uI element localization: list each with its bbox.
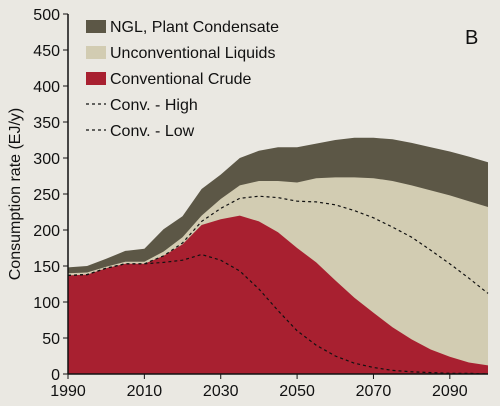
x-tick-label: 2070 (356, 383, 392, 400)
legend-swatch (86, 72, 106, 85)
y-tick-label: 350 (33, 115, 60, 132)
y-tick-label: 450 (33, 43, 60, 60)
y-tick-label: 50 (42, 331, 60, 348)
y-tick-label: 250 (33, 187, 60, 204)
area-conventional-crude (68, 215, 488, 374)
y-tick-label: 500 (33, 7, 60, 24)
x-tick-label: 2050 (279, 383, 315, 400)
x-tick-label: 2090 (432, 383, 468, 400)
y-tick-label: 0 (51, 367, 60, 384)
y-tick-label: 300 (33, 151, 60, 168)
y-tick-label: 100 (33, 295, 60, 312)
stacked-areas (68, 137, 488, 374)
y-tick-label: 150 (33, 259, 60, 276)
y-tick-label: 200 (33, 223, 60, 240)
tick-labels: 0 50 100 150 200 250 300 350 400 450 500 1990 2010 20… (33, 7, 467, 400)
axes (63, 13, 488, 379)
x-tick-label: 1990 (50, 383, 86, 400)
line-conv-low (67, 253, 489, 375)
legend-swatch (86, 20, 106, 33)
legend-swatch (86, 46, 106, 59)
x-tick-label: 2010 (127, 383, 163, 400)
legend: NGL, Plant Condensate Unconventional Liqu… (86, 19, 279, 140)
y-tick-label: 400 (33, 79, 60, 96)
panel-label: B (465, 27, 478, 49)
dashed-lines (67, 195, 489, 375)
legend-label: NGL, Plant Condensate (110, 19, 279, 36)
legend-label: Conv. - Low (110, 123, 195, 140)
y-axis-title: Consumption rate (EJ/y) (7, 108, 24, 281)
legend-label: Conv. - High (110, 97, 198, 114)
legend-label: Conventional Crude (110, 71, 252, 88)
legend-label: Unconventional Liquids (110, 45, 275, 62)
x-tick-label: 2030 (203, 383, 239, 400)
